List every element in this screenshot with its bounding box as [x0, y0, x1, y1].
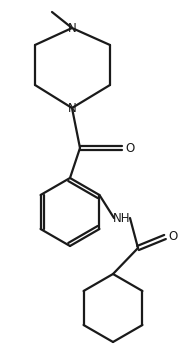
Text: O: O [125, 141, 135, 154]
Text: NH: NH [113, 212, 131, 225]
Text: O: O [168, 231, 178, 244]
Text: N: N [68, 21, 76, 34]
Text: N: N [68, 101, 76, 114]
